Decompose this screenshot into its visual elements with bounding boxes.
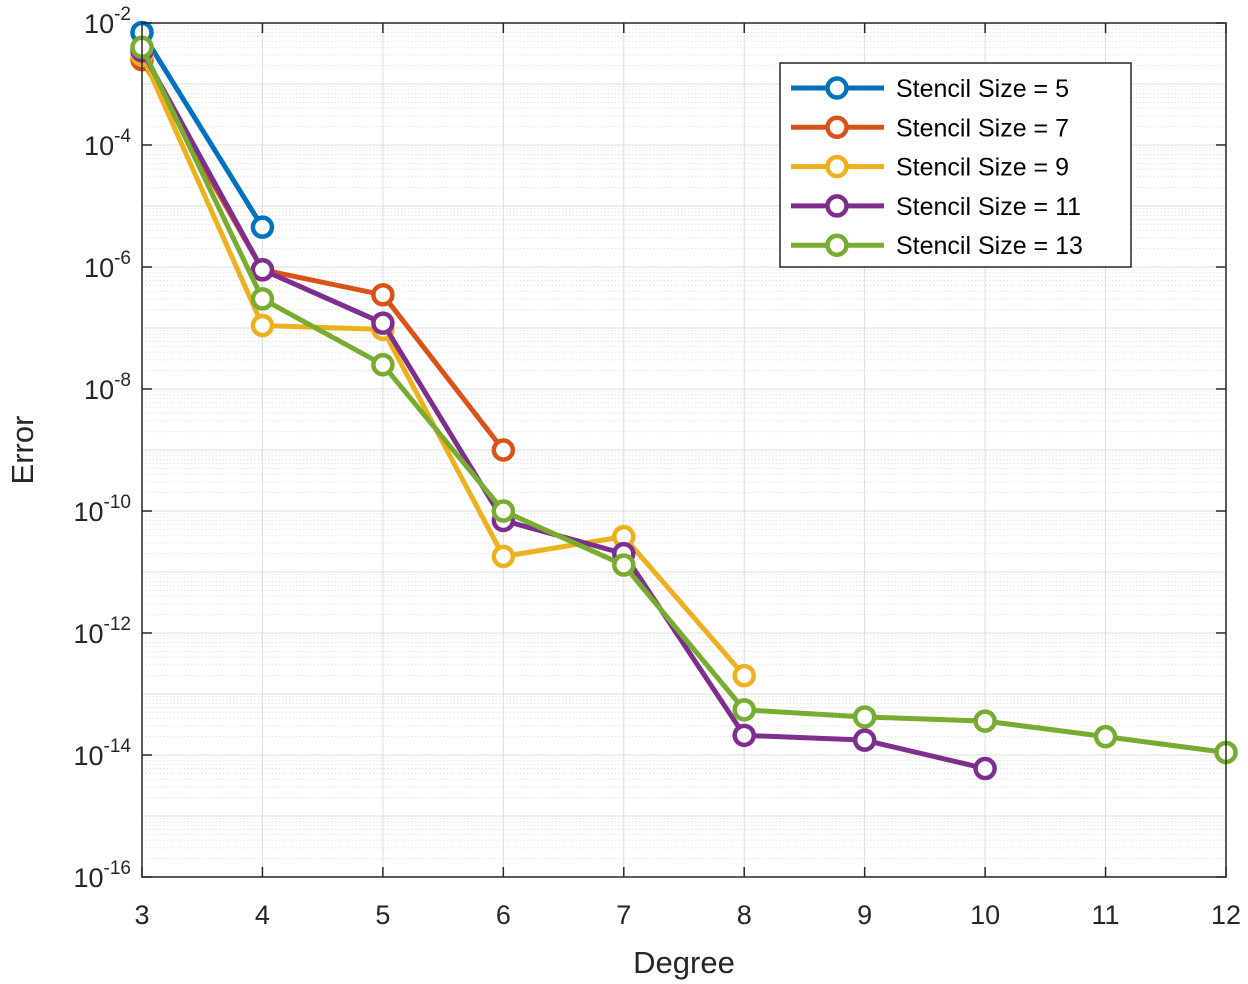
data-point [371, 352, 395, 377]
x-tick-label: 8 [737, 900, 752, 930]
series-line [139, 29, 265, 230]
y-tick-label: 10-2 [84, 4, 131, 39]
x-tick-label: 7 [616, 900, 631, 930]
x-tick-labels: 3 4 5 6 7 8 9 10 11 12 [134, 900, 1241, 930]
data-point [371, 311, 395, 335]
y-tick-label: 10-6 [84, 248, 131, 283]
x-tick-label: 11 [1092, 900, 1120, 930]
x-tick-label: 5 [375, 900, 390, 930]
legend-item: Stencil Size = 5 [791, 75, 1069, 103]
legend-label: Stencil Size = 7 [896, 114, 1069, 142]
legend-item: Stencil Size = 7 [791, 114, 1069, 142]
x-tick-label: 6 [496, 900, 511, 930]
x-tick-label: 10 [970, 900, 1000, 930]
legend-item: Stencil Size = 13 [791, 232, 1083, 260]
data-point [732, 698, 756, 722]
data-point [491, 499, 516, 523]
x-tick-label: 9 [857, 900, 872, 930]
data-point [250, 287, 275, 311]
data-point [732, 723, 756, 748]
legend-item: Stencil Size = 11 [791, 193, 1081, 221]
data-point [371, 283, 395, 307]
series-line [139, 44, 1229, 755]
data-point [852, 728, 877, 752]
x-tick-label: 4 [255, 900, 270, 930]
legend-label: Stencil Size = 9 [896, 154, 1069, 182]
legend-label: Stencil Size = 11 [896, 193, 1081, 221]
series-5 [130, 35, 1238, 765]
legend-label: Stencil Size = 13 [896, 232, 1083, 260]
data-point [612, 553, 636, 577]
x-axis-label: Degree [633, 945, 735, 980]
legend-swatch-marker [825, 233, 849, 257]
legend-swatch-marker [825, 76, 849, 100]
data-point [852, 705, 877, 729]
data-point [250, 215, 275, 239]
legend-swatch-marker [825, 194, 849, 218]
data-point [973, 709, 997, 733]
y-tick-label: 10-10 [73, 492, 131, 527]
legend-swatch-marker [825, 115, 849, 140]
x-tick-label: 3 [134, 900, 149, 930]
x-tick-label: 12 [1211, 900, 1241, 930]
legend-label: Stencil Size = 5 [896, 75, 1069, 103]
y-axis-label: Error [5, 416, 40, 485]
y-tick-label: 10-8 [84, 370, 131, 405]
y-tick-labels: 10-2 10-4 10-6 10-8 10-10 10-12 10-14 10-16 [73, 4, 131, 893]
data-point [973, 756, 997, 781]
y-tick-label: 10-14 [73, 736, 131, 771]
data-point [1093, 724, 1118, 749]
legend-item: Stencil Size = 9 [791, 154, 1069, 182]
plot-frame [141, 22, 1227, 878]
y-tick-label: 10-16 [73, 858, 131, 893]
series-line [139, 52, 747, 679]
data-point [732, 663, 756, 688]
data-point [491, 438, 516, 462]
data-point [250, 313, 275, 338]
legend: Stencil Size = 5 Stencil Size = 7 Stencil … [779, 62, 1132, 268]
data-point [491, 544, 516, 569]
data-point [250, 258, 275, 282]
legend-swatch-marker [825, 154, 849, 179]
y-tick-label: 10-4 [84, 126, 131, 161]
y-tick-label: 10-12 [73, 614, 131, 649]
